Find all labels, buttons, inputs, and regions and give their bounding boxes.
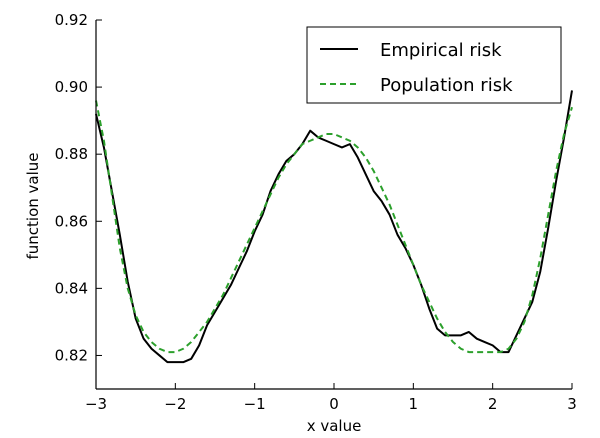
x-tick-label: 3 xyxy=(567,395,577,413)
y-tick-label: 0.92 xyxy=(55,11,88,29)
x-axis-label: x value xyxy=(307,417,362,435)
series-layer xyxy=(95,90,573,364)
series-line-population-risk xyxy=(95,100,573,354)
x-tick-label: 1 xyxy=(409,395,419,413)
legend-box xyxy=(306,26,562,104)
x-tick-label: −1 xyxy=(244,395,266,413)
legend-label-population: Population risk xyxy=(380,75,513,96)
legend-label-empirical: Empirical risk xyxy=(380,40,502,61)
x-ticks: −3 −2 −1 0 1 2 3 xyxy=(85,383,577,413)
series-line-empirical-risk xyxy=(95,90,573,364)
legend: Empirical risk Population risk xyxy=(306,26,562,104)
y-axis-label: function value xyxy=(24,152,42,259)
y-ticks: 0.82 0.84 0.86 0.88 0.90 0.92 xyxy=(55,11,102,364)
x-tick-label: −3 xyxy=(85,395,107,413)
x-tick-label: 0 xyxy=(329,395,339,413)
y-tick-label: 0.88 xyxy=(55,145,88,163)
y-tick-label: 0.84 xyxy=(55,279,88,297)
x-tick-label: −2 xyxy=(164,395,186,413)
y-tick-label: 0.86 xyxy=(55,212,88,230)
x-tick-label: 2 xyxy=(488,395,498,413)
y-tick-label: 0.90 xyxy=(55,78,88,96)
y-tick-label: 0.82 xyxy=(55,346,88,364)
